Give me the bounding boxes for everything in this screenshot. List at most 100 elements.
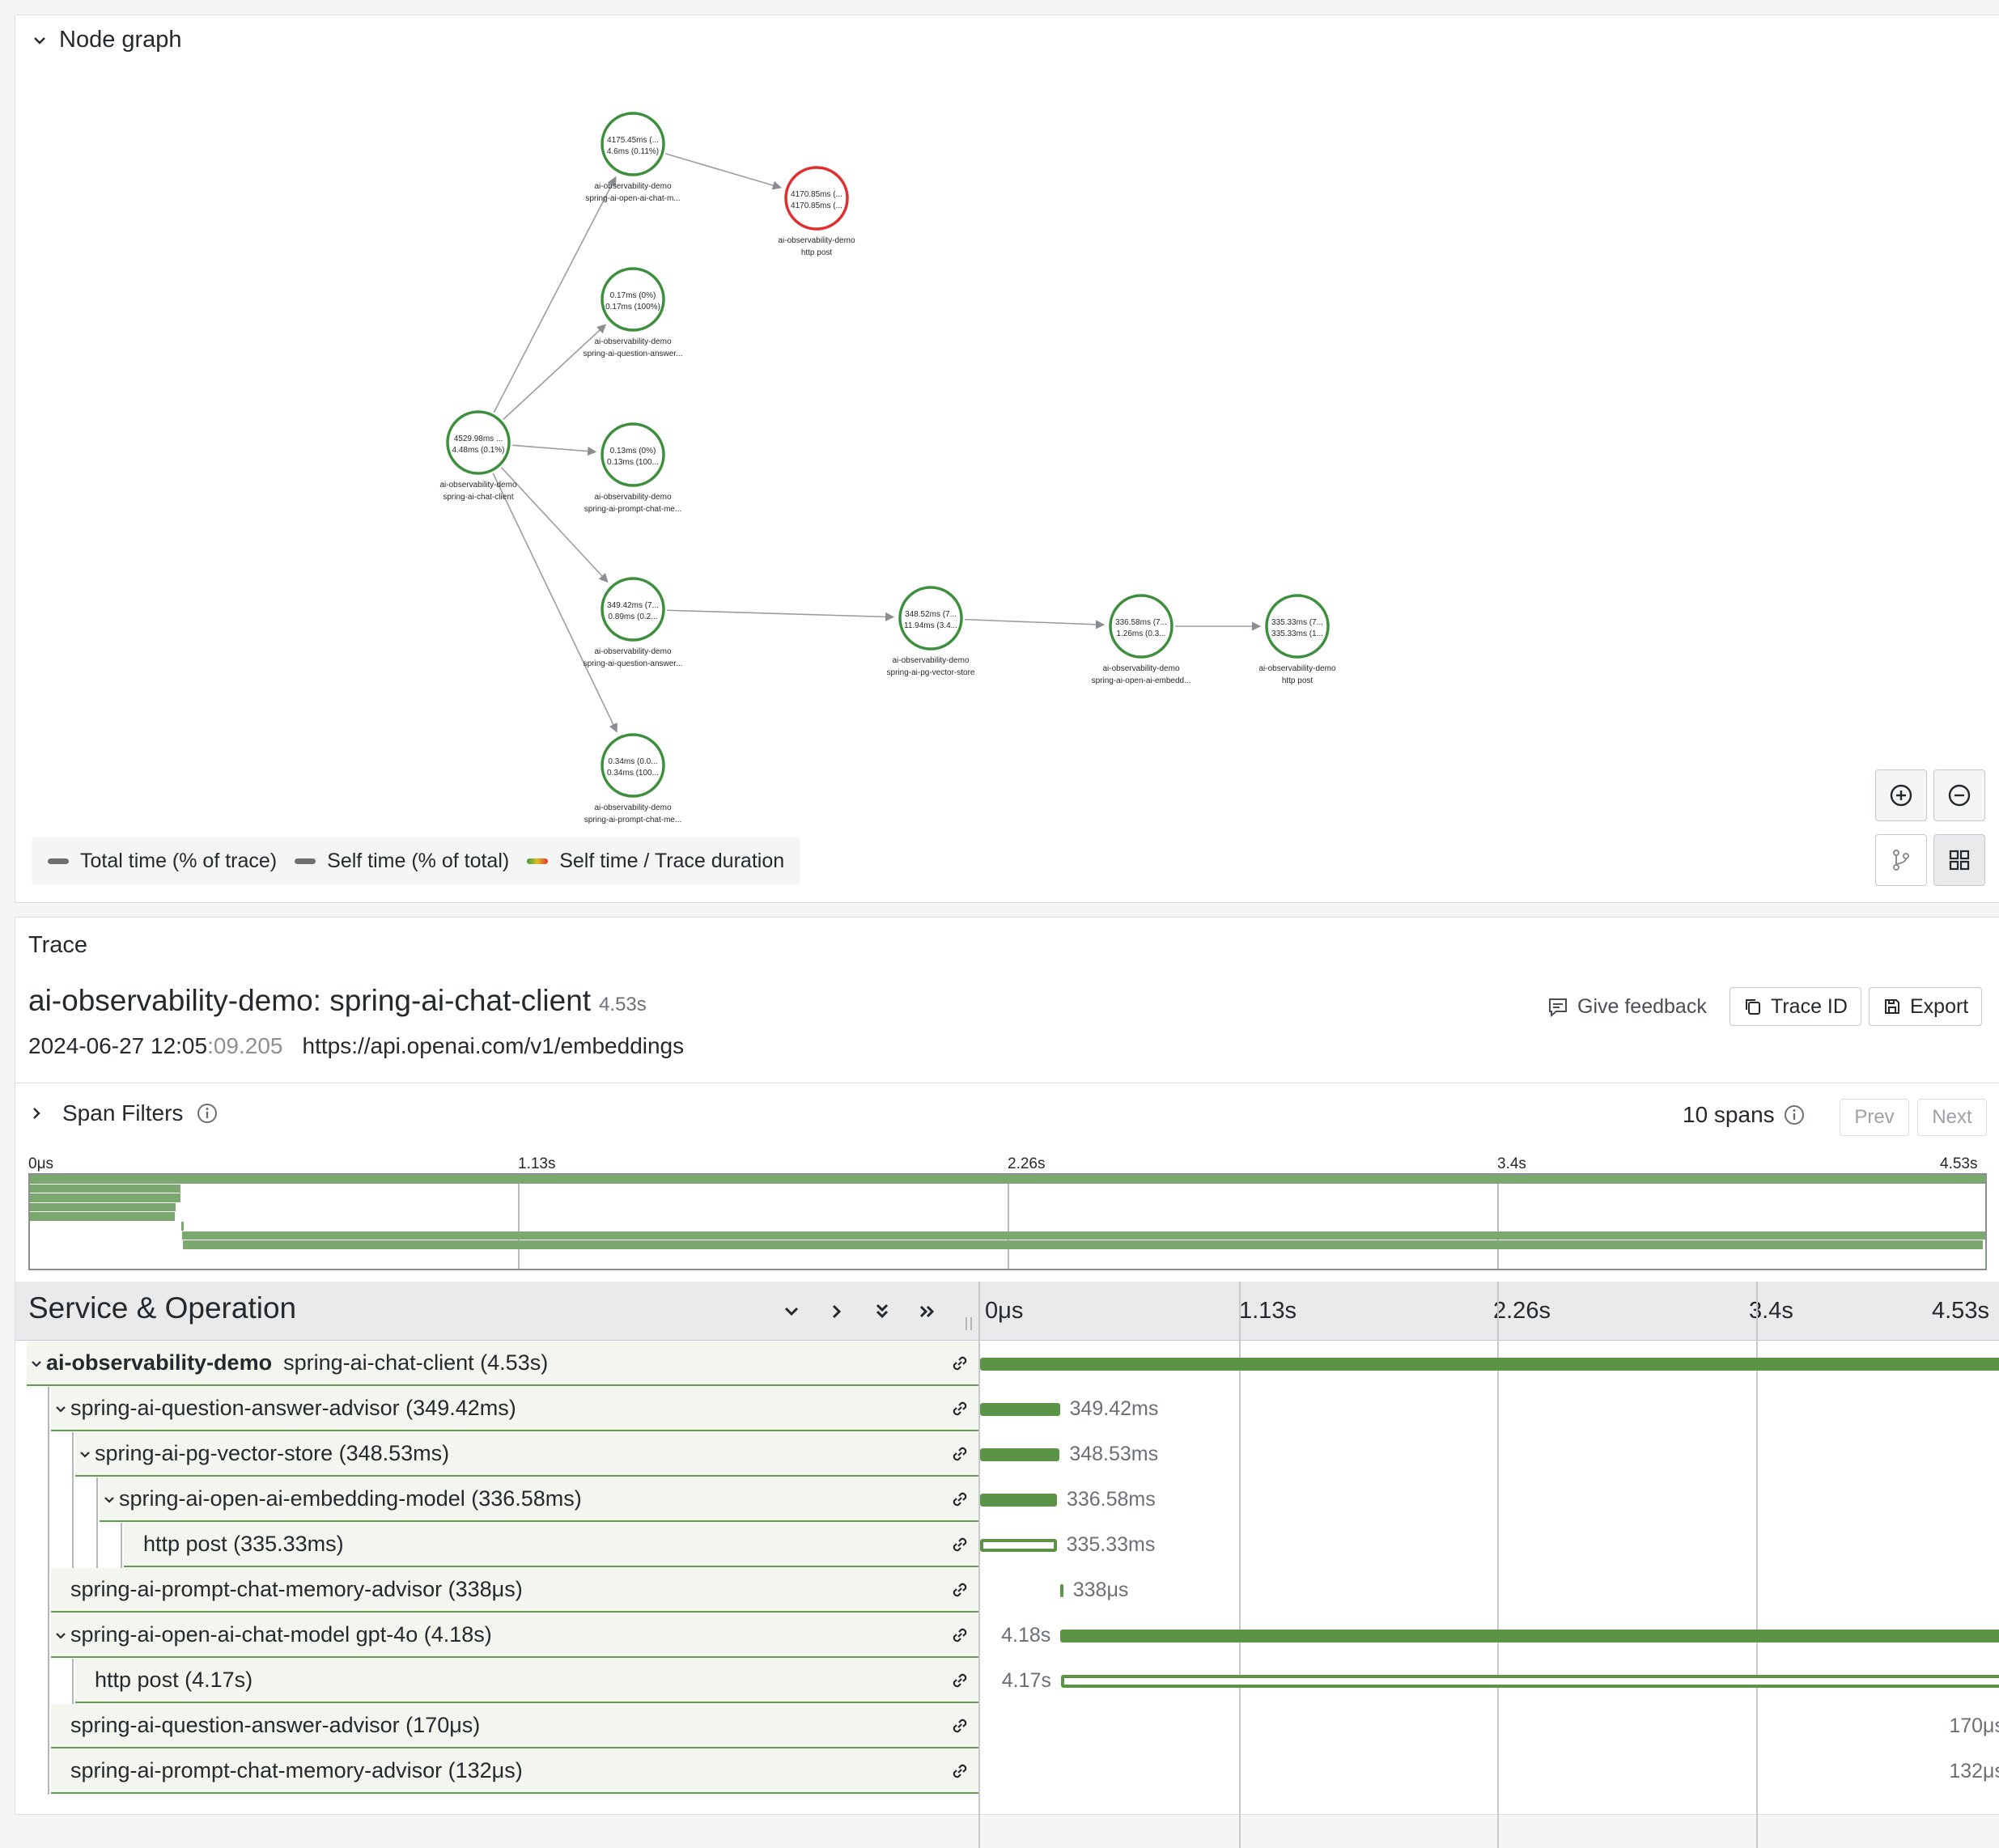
comment-icon bbox=[1547, 996, 1569, 1019]
graph-node-service: ai-observability-demo bbox=[1102, 664, 1179, 673]
span-label[interactable]: spring-ai-question-answer-advisor (349.4… bbox=[51, 1387, 978, 1431]
graph-node[interactable]: 4170.85ms (...4170.85ms (...ai-observabi… bbox=[778, 167, 855, 257]
export-label: Export bbox=[1910, 995, 1968, 1019]
span-row[interactable]: spring-ai-open-ai-embedding-model (336.5… bbox=[15, 1477, 1999, 1523]
zoom-in-button[interactable] bbox=[1875, 769, 1927, 821]
next-button[interactable]: Next bbox=[1917, 1099, 1987, 1136]
span-bar[interactable] bbox=[980, 1539, 1057, 1552]
graph-edge bbox=[494, 177, 616, 413]
graph-node-total-time: 348.52ms (7... bbox=[905, 610, 957, 619]
span-bar[interactable] bbox=[980, 1403, 1060, 1416]
span-link-icon[interactable] bbox=[948, 1442, 972, 1466]
prev-button[interactable]: Prev bbox=[1840, 1099, 1909, 1136]
span-bar[interactable] bbox=[1061, 1675, 1999, 1688]
graph-node-self-time: 1.26ms (0.3... bbox=[1116, 629, 1165, 638]
graph-node-operation: spring-ai-question-answer... bbox=[584, 659, 683, 668]
branch-icon bbox=[1889, 848, 1913, 872]
export-button[interactable]: Export bbox=[1869, 987, 1982, 1026]
collapse-all-icon[interactable] bbox=[872, 1301, 893, 1322]
span-bar[interactable] bbox=[1060, 1630, 1999, 1642]
graph-node-self-time: 0.13ms (100... bbox=[607, 458, 659, 467]
node-graph-canvas[interactable]: 4529.98ms ...4.48ms (0.1%)ai-observabili… bbox=[15, 15, 1999, 904]
graph-node[interactable]: 349.42ms (7...0.89ms (0.2...ai-observabi… bbox=[584, 579, 683, 668]
graph-node-self-time: 0.89ms (0.2... bbox=[608, 612, 657, 621]
graph-node[interactable]: 0.13ms (0%)0.13ms (100...ai-observabilit… bbox=[584, 424, 682, 514]
collapse-one-icon[interactable] bbox=[781, 1301, 802, 1322]
span-bar[interactable] bbox=[980, 1358, 1999, 1371]
graph-node[interactable]: 335.33ms (7...335.33ms (1...ai-observabi… bbox=[1258, 596, 1335, 685]
trace-minimap[interactable] bbox=[28, 1173, 1987, 1270]
span-operation: spring-ai-open-ai-chat-model gpt-4o (4.1… bbox=[70, 1622, 492, 1647]
span-filters-toggle[interactable]: Span Filters bbox=[28, 1100, 219, 1126]
span-bar-label: 132μs bbox=[1949, 1760, 1999, 1783]
trace-id-button[interactable]: Trace ID bbox=[1729, 987, 1861, 1026]
graph-node[interactable]: 0.34ms (0.0...0.34ms (100...ai-observabi… bbox=[584, 735, 682, 824]
span-toggle-icon[interactable] bbox=[30, 1358, 43, 1371]
indent-guide bbox=[48, 1387, 49, 1432]
span-row[interactable]: spring-ai-prompt-chat-memory-advisor (13… bbox=[15, 1749, 1999, 1795]
span-label[interactable]: spring-ai-question-answer-advisor (170μs… bbox=[51, 1704, 978, 1748]
zoom-out-icon bbox=[1946, 782, 1972, 808]
graph-node-self-time: 4170.85ms (... bbox=[791, 201, 842, 210]
span-bar[interactable] bbox=[1060, 1584, 1063, 1597]
graph-node[interactable]: 4175.45ms (...4.6ms (0.11%)ai-observabil… bbox=[585, 113, 680, 203]
span-toggle-icon[interactable] bbox=[103, 1494, 116, 1507]
span-link-icon[interactable] bbox=[948, 1351, 972, 1375]
graph-node[interactable]: 0.17ms (0%)0.17ms (100%)ai-observability… bbox=[584, 269, 683, 358]
span-row[interactable]: spring-ai-open-ai-chat-model gpt-4o (4.1… bbox=[15, 1613, 1999, 1659]
expand-one-icon[interactable] bbox=[826, 1301, 847, 1322]
span-label[interactable]: spring-ai-prompt-chat-memory-advisor (13… bbox=[51, 1749, 978, 1794]
layout-grid-button[interactable] bbox=[1933, 834, 1985, 886]
span-row[interactable]: spring-ai-question-answer-advisor (170μs… bbox=[15, 1704, 1999, 1749]
span-filters-label: Span Filters bbox=[62, 1100, 183, 1126]
span-row[interactable]: http post (4.17s)4.17s bbox=[15, 1659, 1999, 1704]
layout-tree-button[interactable] bbox=[1875, 834, 1927, 886]
expand-all-icon[interactable] bbox=[917, 1301, 938, 1322]
indent-guide bbox=[48, 1432, 49, 1477]
graph-node-total-time: 0.34ms (0.0... bbox=[608, 757, 657, 766]
span-toggle-icon[interactable] bbox=[54, 1630, 67, 1642]
span-label[interactable]: spring-ai-prompt-chat-memory-advisor (33… bbox=[51, 1568, 978, 1613]
span-link-icon[interactable] bbox=[948, 1668, 972, 1693]
indent-guide bbox=[48, 1749, 49, 1795]
span-link-icon[interactable] bbox=[948, 1487, 972, 1511]
span-link-icon[interactable] bbox=[948, 1578, 972, 1602]
graph-node[interactable]: 348.52ms (7...11.94ms (3.4...ai-observab… bbox=[887, 587, 975, 677]
span-link-icon[interactable] bbox=[948, 1714, 972, 1738]
span-bar[interactable] bbox=[980, 1494, 1057, 1507]
legend-label: Self time (% of total) bbox=[327, 850, 509, 873]
zoom-out-button[interactable] bbox=[1933, 769, 1985, 821]
span-label[interactable]: spring-ai-open-ai-chat-model gpt-4o (4.1… bbox=[51, 1613, 978, 1658]
info-icon[interactable] bbox=[1783, 1104, 1806, 1126]
span-row[interactable]: spring-ai-pg-vector-store (348.53ms)348.… bbox=[15, 1432, 1999, 1477]
span-bar[interactable] bbox=[980, 1448, 1059, 1461]
graph-node[interactable]: 336.58ms (7...1.26ms (0.3...ai-observabi… bbox=[1092, 596, 1191, 685]
graph-node-service: ai-observability-demo bbox=[892, 656, 969, 665]
graph-node[interactable]: 4529.98ms ...4.48ms (0.1%)ai-observabili… bbox=[439, 412, 516, 502]
save-icon bbox=[1882, 997, 1902, 1016]
span-label[interactable]: http post (335.33ms) bbox=[124, 1523, 978, 1567]
legend-self-time: Self time (% of total) bbox=[295, 850, 509, 873]
span-toggle-icon[interactable] bbox=[79, 1448, 91, 1461]
span-row[interactable]: spring-ai-question-answer-advisor (349.4… bbox=[15, 1387, 1999, 1432]
info-icon[interactable] bbox=[196, 1102, 219, 1125]
span-link-icon[interactable] bbox=[948, 1397, 972, 1421]
span-link-icon[interactable] bbox=[948, 1532, 972, 1557]
graph-node-total-time: 4175.45ms (... bbox=[607, 136, 659, 145]
span-label[interactable]: spring-ai-open-ai-embedding-model (336.5… bbox=[100, 1477, 978, 1522]
span-bar-label: 336.58ms bbox=[1067, 1488, 1156, 1511]
span-link-icon[interactable] bbox=[948, 1623, 972, 1647]
minimap-span-bar bbox=[181, 1222, 184, 1231]
span-label[interactable]: http post (4.17s) bbox=[75, 1659, 978, 1703]
span-row[interactable]: http post (335.33ms)335.33ms bbox=[15, 1523, 1999, 1568]
span-label[interactable]: spring-ai-pg-vector-store (348.53ms) bbox=[75, 1432, 978, 1477]
span-link-icon[interactable] bbox=[948, 1759, 972, 1783]
graph-node-operation: http post bbox=[801, 248, 833, 257]
span-toggle-icon[interactable] bbox=[54, 1403, 67, 1416]
give-feedback-link[interactable]: Give feedback bbox=[1547, 995, 1707, 1019]
span-row[interactable]: spring-ai-prompt-chat-memory-advisor (33… bbox=[15, 1568, 1999, 1613]
column-resize-handle[interactable] bbox=[964, 1316, 974, 1332]
legend-label: Total time (% of trace) bbox=[80, 850, 277, 873]
